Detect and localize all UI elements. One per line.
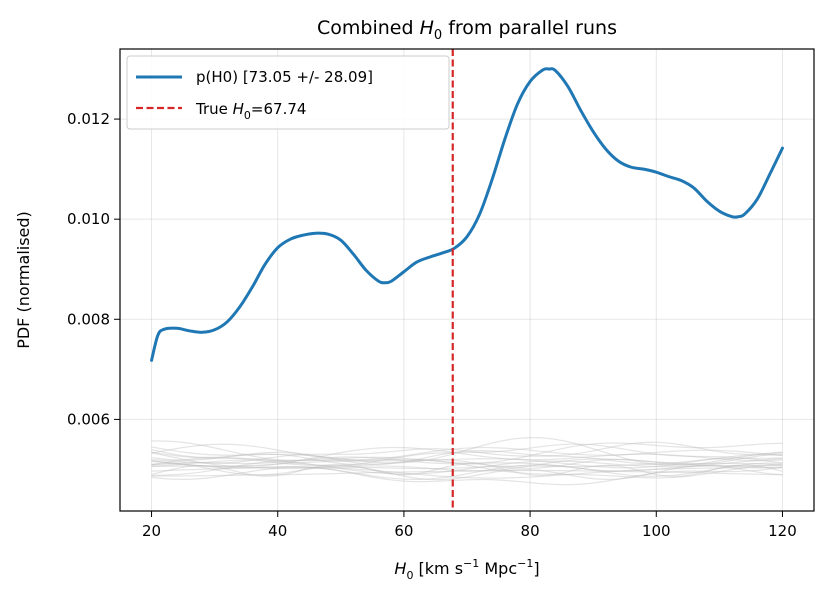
y-tick-label: 0.010 (67, 210, 110, 228)
legend-label-posterior: p(H0) [73.05 +/- 28.09] (196, 68, 373, 86)
background-run-line (151, 448, 783, 465)
background-run-line (151, 463, 783, 481)
background-run-line (151, 456, 783, 472)
posterior-line (150, 67, 784, 362)
background-run-line (151, 462, 783, 481)
chart-title: Combined H0 from parallel runs (317, 17, 617, 43)
background-run-line (151, 466, 783, 479)
legend: p(H0) [73.05 +/- 28.09] True H0=67.74 (126, 55, 450, 130)
y-tick-label: 0.006 (67, 410, 110, 428)
background-run-line (151, 454, 783, 469)
y-axis-label: PDF (normalised) (14, 211, 33, 349)
x-axis-label: H0 [km s−1 Mpc−1] (394, 557, 539, 582)
x-tick-label: 100 (642, 522, 671, 540)
x-tick-label: 40 (268, 522, 287, 540)
background-runs (151, 437, 783, 486)
background-run-line (151, 446, 783, 468)
background-run-line (151, 460, 783, 486)
y-tick-label: 0.008 (67, 310, 110, 328)
background-run-line (151, 457, 783, 472)
background-run-line (151, 458, 783, 475)
plot-frame (119, 48, 815, 512)
series-layer (150, 49, 784, 511)
background-run-line (151, 443, 783, 461)
legend-label-true-h0: True H0=67.74 (195, 100, 306, 122)
background-run-line (151, 463, 783, 478)
x-axis-ticks: 20 40 60 80 100 120 (142, 511, 797, 540)
background-run-line (151, 458, 783, 479)
background-run-line (151, 469, 783, 477)
background-run-line (151, 463, 783, 470)
background-run-line (151, 453, 783, 469)
background-run-line (151, 443, 783, 467)
legend-box (126, 55, 450, 130)
x-tick-label: 20 (142, 522, 161, 540)
background-run-line (151, 437, 783, 466)
x-tick-label: 80 (521, 522, 540, 540)
y-axis-ticks: 0.006 0.008 0.010 0.012 (67, 110, 120, 428)
x-tick-label: 120 (768, 522, 797, 540)
x-tick-label: 60 (394, 522, 413, 540)
background-run-line (151, 440, 783, 464)
y-tick-label: 0.012 (67, 110, 110, 128)
background-run-line (151, 441, 783, 465)
